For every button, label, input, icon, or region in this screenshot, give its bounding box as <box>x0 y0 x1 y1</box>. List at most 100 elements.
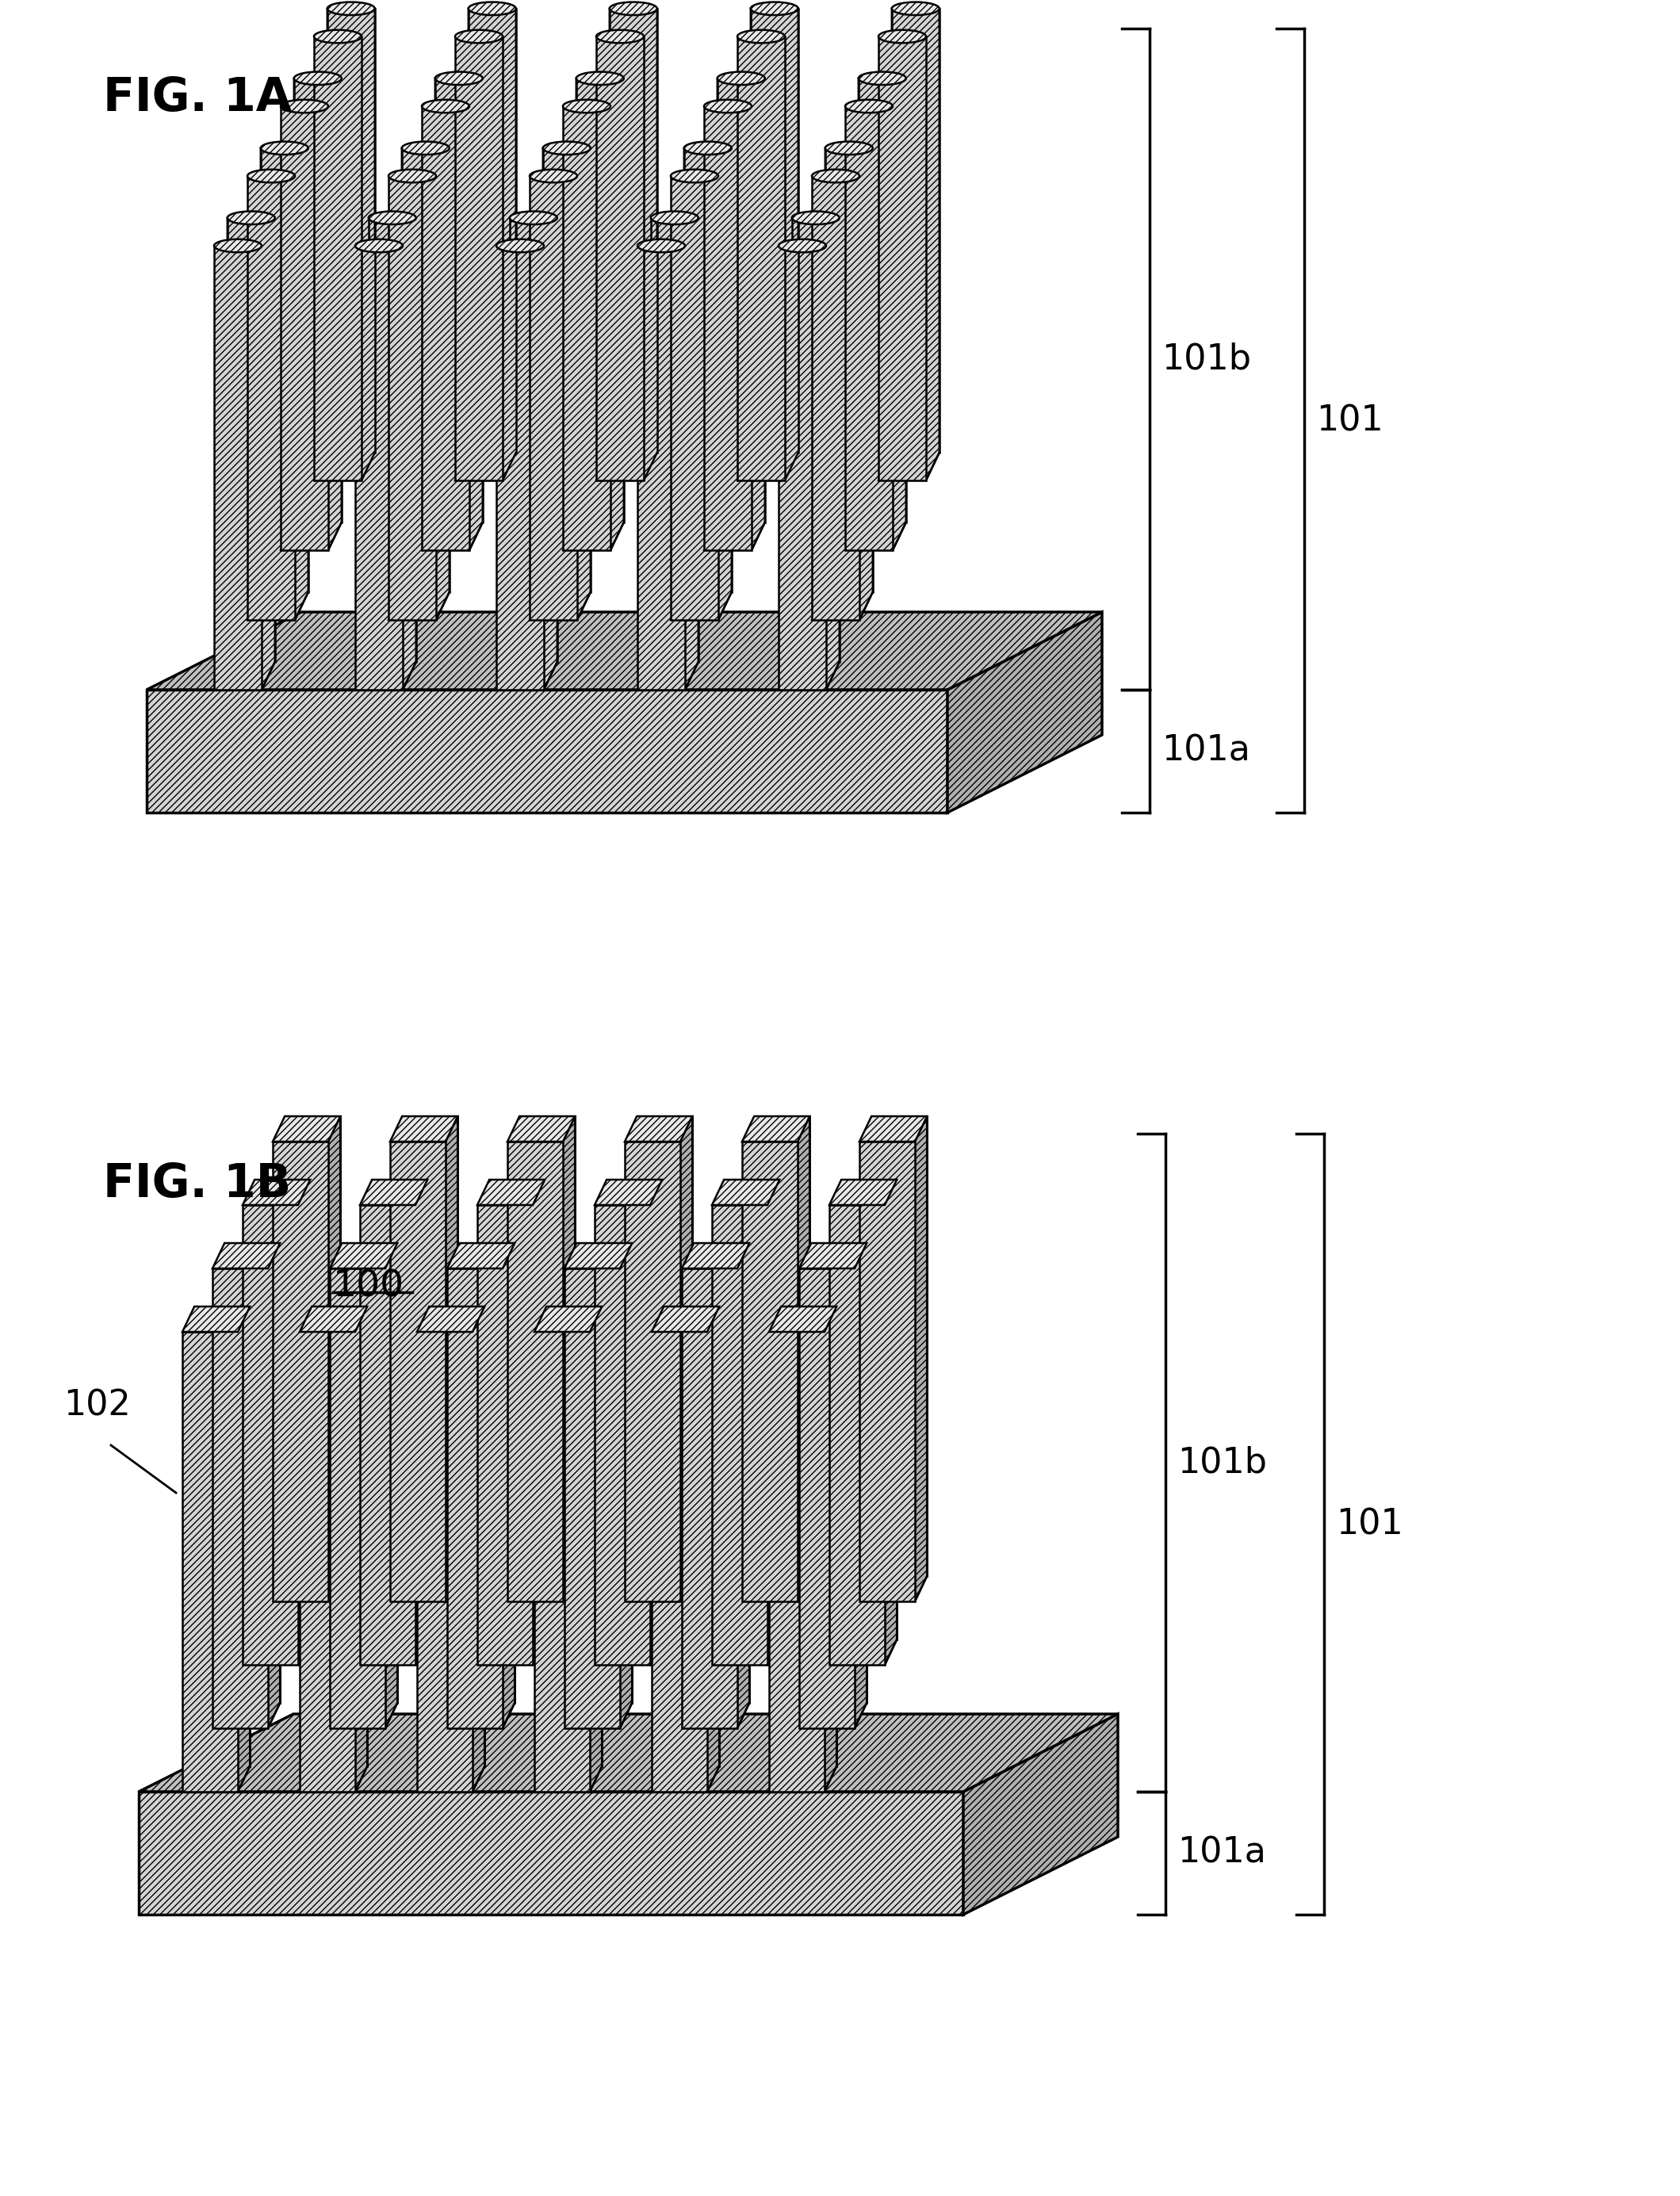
Text: 101a: 101a <box>1161 733 1250 769</box>
Polygon shape <box>724 1179 780 1640</box>
Polygon shape <box>272 1116 341 1142</box>
Polygon shape <box>445 1116 457 1601</box>
Polygon shape <box>620 1243 632 1728</box>
Ellipse shape <box>791 211 840 224</box>
Polygon shape <box>845 105 892 551</box>
Polygon shape <box>354 246 403 690</box>
Polygon shape <box>529 176 578 619</box>
Polygon shape <box>247 147 307 619</box>
Text: FIG. 1A: FIG. 1A <box>102 75 292 121</box>
Polygon shape <box>546 1307 601 1766</box>
Ellipse shape <box>751 2 798 15</box>
Polygon shape <box>845 79 906 551</box>
Ellipse shape <box>610 2 657 15</box>
Polygon shape <box>778 217 840 690</box>
Ellipse shape <box>455 31 502 44</box>
Polygon shape <box>354 217 417 690</box>
Polygon shape <box>312 1307 368 1766</box>
Polygon shape <box>879 9 939 481</box>
Polygon shape <box>743 1116 810 1142</box>
Polygon shape <box>860 1116 927 1142</box>
Ellipse shape <box>247 169 296 182</box>
Polygon shape <box>489 1179 544 1640</box>
Polygon shape <box>963 1715 1117 1915</box>
Polygon shape <box>281 79 341 551</box>
Text: 101: 101 <box>1315 404 1383 437</box>
Ellipse shape <box>509 211 558 224</box>
Polygon shape <box>281 105 328 551</box>
Polygon shape <box>496 246 544 690</box>
Ellipse shape <box>738 31 785 44</box>
Polygon shape <box>778 246 827 690</box>
Polygon shape <box>769 1331 825 1792</box>
Polygon shape <box>738 1243 749 1728</box>
Polygon shape <box>652 1307 719 1331</box>
Polygon shape <box>477 1179 544 1206</box>
Polygon shape <box>255 1179 311 1640</box>
Ellipse shape <box>717 72 764 86</box>
Polygon shape <box>885 1179 897 1665</box>
Polygon shape <box>299 1331 354 1792</box>
Polygon shape <box>507 1142 563 1601</box>
Polygon shape <box>139 1792 963 1915</box>
Polygon shape <box>314 9 375 481</box>
Ellipse shape <box>402 141 449 154</box>
Polygon shape <box>664 1307 719 1766</box>
Polygon shape <box>225 1243 281 1702</box>
Polygon shape <box>800 1269 855 1728</box>
Polygon shape <box>247 176 296 619</box>
Ellipse shape <box>811 169 860 182</box>
Polygon shape <box>534 1307 601 1331</box>
Polygon shape <box>385 1243 398 1728</box>
Polygon shape <box>183 1331 239 1792</box>
Ellipse shape <box>260 141 307 154</box>
Ellipse shape <box>684 141 731 154</box>
Polygon shape <box>146 613 1102 690</box>
Polygon shape <box>712 1206 768 1665</box>
Ellipse shape <box>858 72 906 86</box>
Ellipse shape <box>563 99 610 112</box>
Polygon shape <box>842 1179 897 1640</box>
Polygon shape <box>242 1206 297 1665</box>
Polygon shape <box>139 1715 1117 1792</box>
Polygon shape <box>596 9 657 481</box>
Polygon shape <box>712 1179 780 1206</box>
Polygon shape <box>329 1243 398 1269</box>
Ellipse shape <box>529 169 578 182</box>
Polygon shape <box>519 1116 575 1577</box>
Polygon shape <box>872 1116 927 1577</box>
Polygon shape <box>800 1243 867 1269</box>
Polygon shape <box>769 1307 837 1331</box>
Polygon shape <box>272 1142 328 1601</box>
Polygon shape <box>269 1243 281 1728</box>
Polygon shape <box>798 1116 810 1601</box>
Polygon shape <box>422 79 482 551</box>
Polygon shape <box>360 1179 427 1206</box>
Polygon shape <box>371 1179 427 1640</box>
Polygon shape <box>563 79 623 551</box>
Text: 101b: 101b <box>1161 343 1252 376</box>
Polygon shape <box>507 1116 575 1142</box>
Polygon shape <box>417 1307 484 1331</box>
Polygon shape <box>670 176 719 619</box>
Polygon shape <box>417 1331 472 1792</box>
Ellipse shape <box>469 2 516 15</box>
Polygon shape <box>637 217 699 690</box>
Polygon shape <box>694 1243 749 1702</box>
Polygon shape <box>563 105 610 551</box>
Ellipse shape <box>388 169 437 182</box>
Polygon shape <box>825 1307 837 1792</box>
Ellipse shape <box>294 72 341 86</box>
Ellipse shape <box>825 141 872 154</box>
Polygon shape <box>242 1179 311 1206</box>
Polygon shape <box>768 1179 780 1665</box>
Polygon shape <box>596 37 643 481</box>
Polygon shape <box>754 1116 810 1577</box>
Ellipse shape <box>227 211 276 224</box>
Polygon shape <box>682 1269 738 1728</box>
Polygon shape <box>738 37 785 481</box>
Polygon shape <box>213 217 276 690</box>
Polygon shape <box>670 147 731 619</box>
Ellipse shape <box>879 31 926 44</box>
Polygon shape <box>916 1116 927 1601</box>
